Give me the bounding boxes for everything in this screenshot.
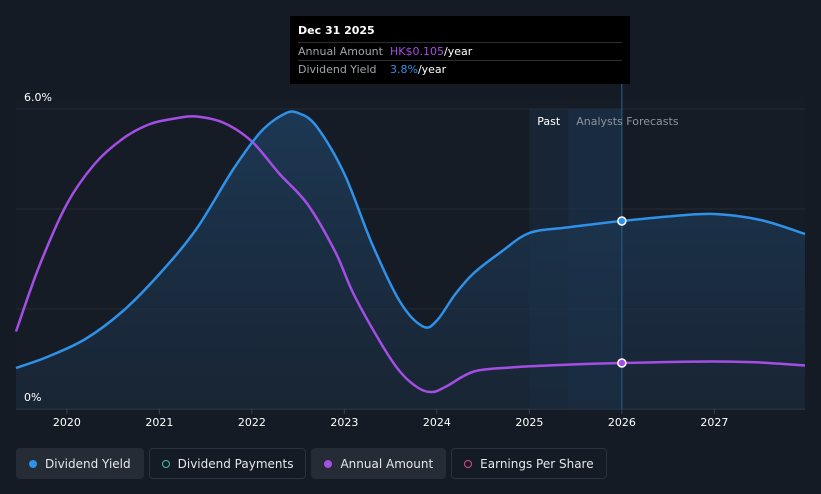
tooltip: Dec 31 2025 Annual Amount HK$0.105/year …: [290, 16, 630, 84]
x-tick-label: 2021: [145, 416, 173, 429]
tooltip-date: Dec 31 2025: [298, 24, 375, 37]
earnings-per-share-ring-icon: [464, 459, 473, 468]
legend-label: Annual Amount: [340, 456, 434, 471]
legend-dividend-payments[interactable]: Dividend Payments: [148, 448, 307, 479]
dividend-yield-area: [16, 111, 805, 409]
legend-earnings-per-share[interactable]: Earnings Per Share: [451, 448, 607, 479]
y-tick-label: 6.0%: [24, 91, 52, 104]
tooltip-label: Dividend Yield: [298, 63, 377, 76]
legend-label: Dividend Payments: [177, 456, 294, 471]
tooltip-row-dividend-yield: Dividend Yield 3.8%/year: [298, 60, 622, 78]
tooltip-label: Annual Amount: [298, 45, 383, 58]
annual-amount-highlight-point: [617, 358, 627, 368]
legend-label: Dividend Yield: [45, 456, 131, 471]
legend: Dividend Yield Dividend Payments Annual …: [16, 448, 607, 479]
x-tick-label: 2023: [330, 416, 358, 429]
dividend-yield-dot-icon: [29, 459, 37, 468]
y-tick-label: 0%: [24, 391, 41, 404]
dividend-payments-ring-icon: [161, 459, 170, 468]
legend-dividend-yield[interactable]: Dividend Yield: [16, 448, 144, 479]
tooltip-row-annual-amount: Annual Amount HK$0.105/year: [298, 42, 622, 60]
forecast-label: Analysts Forecasts: [576, 115, 679, 128]
tooltip-value: HK$0.105/year: [390, 45, 473, 58]
dividend-yield-highlight-point: [617, 216, 627, 226]
x-tick-label: 2022: [238, 416, 266, 429]
x-tick-label: 2024: [423, 416, 451, 429]
annual-amount-line: [14, 114, 806, 394]
x-tick-label: 2027: [700, 416, 728, 429]
tooltip-value: 3.8%/year: [390, 63, 447, 76]
x-tick-label: 2025: [515, 416, 543, 429]
past-label: Past: [537, 115, 561, 128]
x-tick-label: 2020: [53, 416, 81, 429]
dividend-yield-line: [15, 110, 806, 370]
legend-label: Earnings Per Share: [480, 456, 594, 471]
legend-annual-amount[interactable]: Annual Amount: [311, 448, 447, 479]
x-axis: 2020 2021 2022 2023 2024 2025 2026 2027: [53, 409, 728, 429]
x-tick-label: 2026: [608, 416, 636, 429]
annual-amount-dot-icon: [324, 459, 333, 468]
